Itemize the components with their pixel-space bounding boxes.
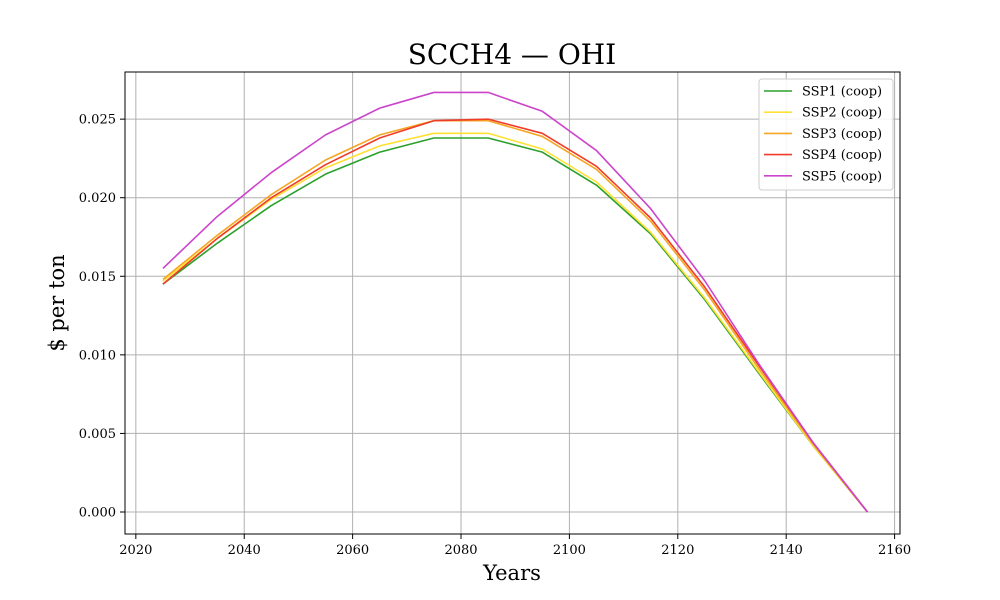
x-tick-label: 2080 bbox=[444, 543, 477, 558]
x-tick-label: 2160 bbox=[878, 543, 911, 558]
series-line-ssp1 bbox=[162, 137, 869, 513]
legend-entry-label: SSP1 (coop) bbox=[802, 85, 882, 100]
legend: SSP1 (coop) SSP2 (coop) SSP3 (coop) SSP4 (c… bbox=[758, 78, 894, 191]
y-tick-label: 0.010 bbox=[79, 348, 116, 363]
legend-box bbox=[758, 78, 894, 191]
series-lines bbox=[162, 91, 869, 513]
plot-frame bbox=[124, 71, 901, 535]
x-tick-label: 2060 bbox=[336, 543, 369, 558]
x-tick-label: 2040 bbox=[228, 543, 261, 558]
legend-entry-label: SSP3 (coop) bbox=[802, 127, 882, 142]
series-line-ssp2 bbox=[162, 132, 869, 513]
legend-entry-label: SSP5 (coop) bbox=[802, 169, 882, 184]
series-line-ssp4 bbox=[162, 118, 869, 513]
series-line-ssp5 bbox=[162, 91, 869, 513]
x-axis-ticks: 2020 2040 2060 2080 2100 2120 2140 2160 bbox=[119, 534, 911, 558]
y-axis-label: $ per ton bbox=[45, 254, 69, 351]
chart-title: SCCH4 — OHI bbox=[408, 38, 617, 71]
y-tick-label: 0.025 bbox=[79, 113, 116, 128]
y-tick-label: 0.005 bbox=[79, 427, 116, 442]
x-tick-label: 2120 bbox=[661, 543, 694, 558]
x-axis-label: Years bbox=[482, 561, 541, 585]
y-axis-ticks: 0.000 0.005 0.010 0.015 0.020 0.025 bbox=[79, 113, 125, 521]
x-tick-label: 2020 bbox=[119, 543, 152, 558]
y-tick-label: 0.020 bbox=[79, 191, 116, 206]
series-line-ssp3 bbox=[162, 119, 869, 513]
y-tick-label: 0.015 bbox=[79, 270, 116, 285]
legend-entry-label: SSP4 (coop) bbox=[802, 148, 882, 163]
y-tick-label: 0.000 bbox=[79, 506, 116, 521]
legend-entry-label: SSP2 (coop) bbox=[802, 106, 882, 121]
x-tick-label: 2140 bbox=[770, 543, 803, 558]
x-tick-label: 2100 bbox=[553, 543, 586, 558]
